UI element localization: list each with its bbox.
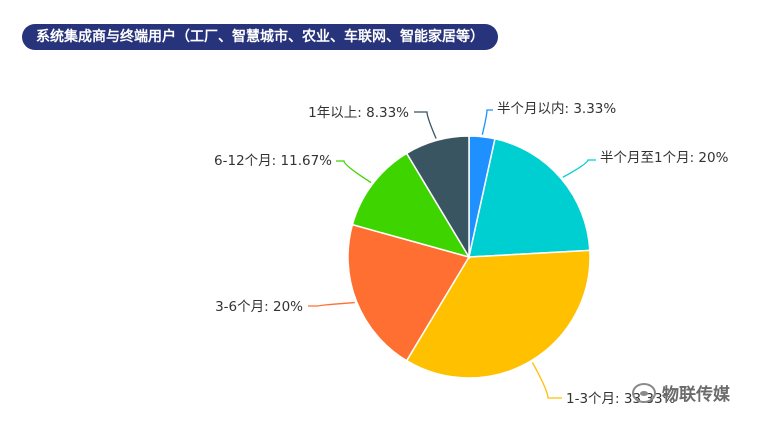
slice-label-4: 3-6个月: 20% (215, 299, 303, 315)
leader-lines (308, 109, 596, 399)
slice-label-1: 半个月以内: 3.33% (497, 101, 616, 117)
leader-line-3 (531, 362, 562, 399)
watermark-text: 物联传媒 (662, 385, 730, 405)
wechat-icon (632, 382, 656, 403)
slice-label-2: 半个月至1个月: 20% (600, 150, 729, 166)
slice-label-5: 6-12个月: 11.67% (214, 153, 332, 169)
watermark: 物联传媒 (632, 380, 730, 405)
leader-line-1 (481, 109, 493, 135)
pie-slice-6 (405, 135, 470, 260)
leader-line-6 (414, 111, 437, 139)
pie-slice-3 (405, 249, 591, 379)
pie-slice-2 (468, 137, 591, 258)
leader-line-4 (308, 301, 355, 307)
pie-slices (347, 135, 591, 379)
leader-line-2 (562, 159, 596, 178)
leader-line-5 (336, 160, 372, 184)
chart-title: 系统集成商与终端用户（工厂、智慧城市、农业、车联网、智能家居等） (22, 24, 498, 50)
slice-label-6: 1年以上: 8.33% (308, 105, 409, 121)
pie-slice-4 (347, 223, 471, 362)
pie-slice-5 (351, 152, 471, 259)
